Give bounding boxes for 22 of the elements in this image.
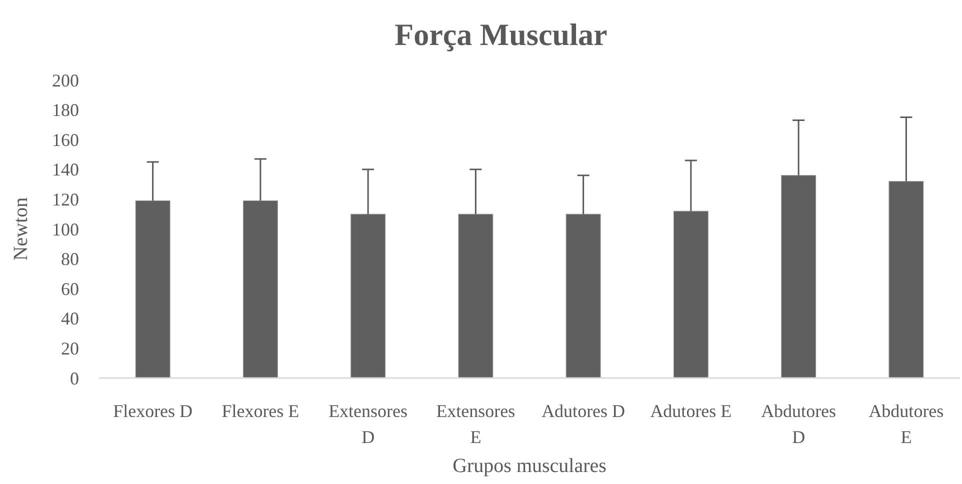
y-tick-label: 80: [61, 249, 79, 270]
x-tick-label: Flexores D: [113, 401, 193, 421]
chart-title: Força Muscular: [394, 17, 608, 52]
y-tick-label: 120: [52, 190, 79, 210]
y-tick-label: 200: [52, 70, 79, 90]
y-tick-label: 160: [52, 130, 79, 150]
x-tick-label: Abdutores E: [868, 401, 944, 447]
y-tick-label: 180: [52, 100, 79, 120]
y-tick-label: 20: [61, 338, 79, 358]
x-tick-label: Abdutores D: [761, 401, 836, 447]
x-axis-title: Grupos musculares: [452, 455, 607, 477]
y-tick-label: 60: [61, 278, 79, 299]
y-tick-label: 0: [70, 368, 79, 388]
y-tick-label: 140: [52, 160, 79, 180]
x-tick-label: Adutores D: [542, 401, 626, 421]
x-tick-label: Adutores E: [650, 401, 732, 421]
x-tick-label: Extensores D: [328, 401, 408, 447]
y-axis-title: Newton: [10, 197, 32, 261]
y-tick-label: 40: [61, 308, 79, 329]
x-tick-label: Extensores E: [436, 401, 516, 447]
y-tick-label: 100: [52, 219, 79, 240]
x-tick-label: Flexores E: [222, 401, 300, 421]
